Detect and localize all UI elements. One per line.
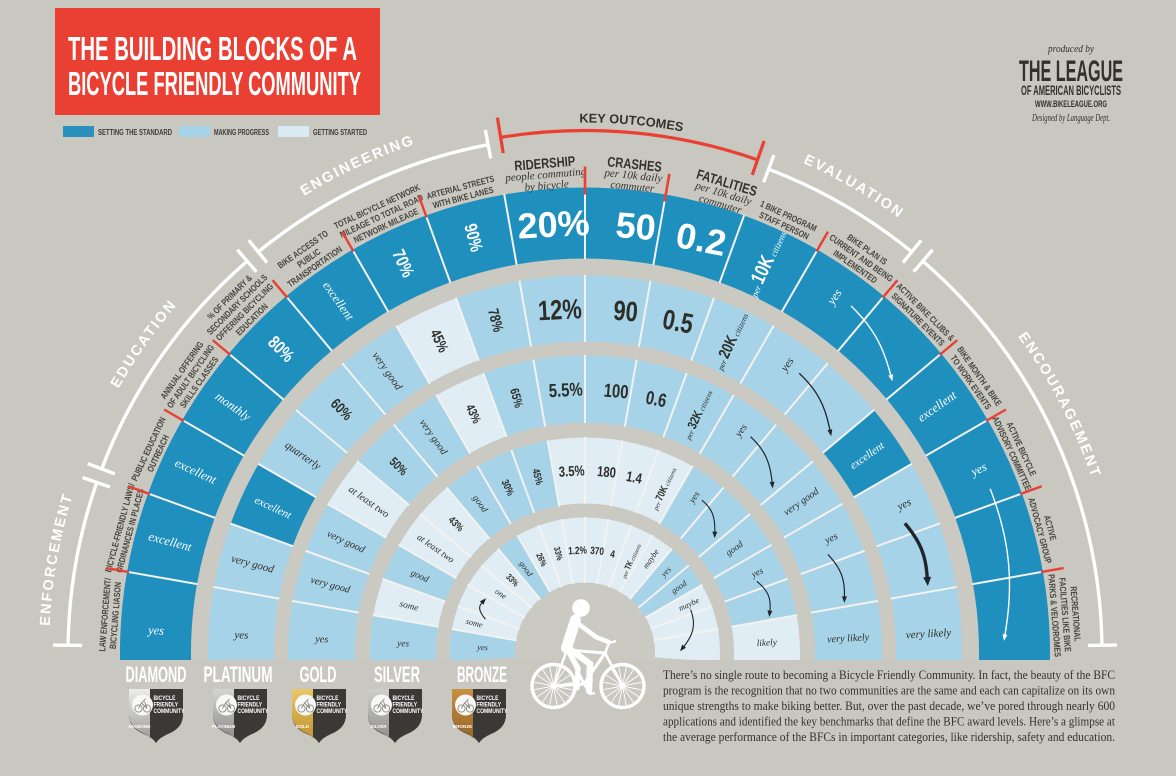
svg-text:yes: yes bbox=[396, 639, 410, 650]
svg-text:Designed by Language Dept.: Designed by Language Dept. bbox=[1031, 113, 1110, 124]
svg-text:65%: 65% bbox=[507, 387, 526, 409]
svg-text:PLATINUM: PLATINUM bbox=[204, 662, 273, 687]
svg-text:GOLD: GOLD bbox=[300, 662, 337, 687]
svg-text:100: 100 bbox=[603, 381, 629, 404]
svg-text:yes: yes bbox=[476, 643, 488, 653]
svg-text:0.2: 0.2 bbox=[673, 214, 730, 264]
svg-text:yes: yes bbox=[146, 623, 165, 638]
svg-text:BICYCLE: BICYCLE bbox=[393, 695, 416, 702]
svg-text:some: some bbox=[398, 599, 419, 614]
svg-text:BRONZE: BRONZE bbox=[457, 662, 507, 687]
svg-text:commuter: commuter bbox=[610, 179, 656, 195]
svg-text:FRIENDLY: FRIENDLY bbox=[317, 701, 342, 708]
svg-text:1.2%: 1.2% bbox=[568, 544, 588, 557]
svg-text:the average performance of the: the average performance of the BFCs in i… bbox=[663, 729, 1115, 744]
svg-text:0.5: 0.5 bbox=[660, 304, 696, 340]
svg-text:GETTING STARTED: GETTING STARTED bbox=[313, 127, 367, 137]
svg-text:COMMUNITY: COMMUNITY bbox=[154, 708, 185, 715]
svg-text:RIDERSHIP: RIDERSHIP bbox=[514, 153, 576, 174]
svg-text:BICYCLE: BICYCLE bbox=[317, 695, 340, 702]
svg-text:some: some bbox=[465, 617, 484, 630]
svg-text:BICYCLE FRIENDLY COMMUNITY: BICYCLE FRIENDLY COMMUNITY bbox=[68, 65, 361, 102]
svg-text:MAKING PROGRESS: MAKING PROGRESS bbox=[214, 127, 269, 137]
svg-text:per 10k daily: per 10k daily bbox=[603, 167, 663, 185]
svg-text:unique strengths to make bikin: unique strengths to make biking better. … bbox=[663, 698, 1115, 713]
svg-text:program is the recognition tha: program is the recognition that no two c… bbox=[663, 683, 1115, 698]
svg-text:very likely: very likely bbox=[827, 632, 870, 645]
svg-text:DIAMOND: DIAMOND bbox=[129, 724, 152, 729]
svg-text:SILVER: SILVER bbox=[370, 724, 387, 729]
svg-text:produced by: produced by bbox=[1047, 43, 1094, 55]
svg-text:FRIENDLY: FRIENDLY bbox=[477, 701, 502, 708]
svg-text:RECREATIONAL: RECREATIONAL bbox=[1068, 586, 1082, 642]
svg-text:5.5%: 5.5% bbox=[548, 380, 583, 403]
svg-text:OF AMERICAN BICYCLISTS: OF AMERICAN BICYCLISTS bbox=[1021, 83, 1121, 98]
svg-text:FRIENDLY: FRIENDLY bbox=[393, 701, 418, 708]
svg-text:yes: yes bbox=[895, 496, 914, 513]
svg-text:yes: yes bbox=[822, 531, 839, 547]
svg-text:very likely: very likely bbox=[905, 627, 951, 642]
svg-text:3.5%: 3.5% bbox=[558, 463, 585, 480]
svg-text:SETTING THE STANDARD: SETTING THE STANDARD bbox=[98, 127, 172, 137]
svg-text:THE LEAGUE: THE LEAGUE bbox=[1019, 55, 1123, 88]
svg-text:DIAMOND: DIAMOND bbox=[126, 662, 187, 687]
svg-text:yes: yes bbox=[314, 634, 329, 646]
svg-text:by bicycle: by bicycle bbox=[524, 178, 569, 194]
svg-text:BRONZE: BRONZE bbox=[453, 724, 472, 729]
svg-text:PLATINUM: PLATINUM bbox=[212, 724, 236, 729]
svg-text:12%: 12% bbox=[537, 293, 582, 326]
svg-text:applications and identified th: applications and identified the key benc… bbox=[663, 714, 1115, 729]
svg-text:COMMUNITY: COMMUNITY bbox=[238, 708, 269, 715]
svg-text:4: 4 bbox=[609, 548, 616, 561]
svg-text:1.4: 1.4 bbox=[625, 469, 643, 488]
svg-text:BICYCLE: BICYCLE bbox=[238, 695, 261, 702]
svg-text:BICYCLE: BICYCLE bbox=[154, 695, 177, 702]
svg-text:45%: 45% bbox=[529, 467, 545, 486]
svg-text:BICYCLE: BICYCLE bbox=[477, 695, 500, 702]
svg-text:FRIENDLY: FRIENDLY bbox=[238, 701, 263, 708]
svg-text:There’s no single route to bec: There’s no single route to becoming a Bi… bbox=[663, 667, 1115, 682]
svg-text:COMMUNITY: COMMUNITY bbox=[393, 708, 424, 715]
svg-text:CRASHES: CRASHES bbox=[607, 153, 663, 174]
svg-text:likely: likely bbox=[756, 638, 778, 649]
svg-text:GOLD: GOLD bbox=[296, 724, 310, 729]
svg-text:COMMUNITY: COMMUNITY bbox=[477, 708, 508, 715]
svg-text:yes: yes bbox=[233, 629, 249, 642]
svg-text:THE BUILDING BLOCKS OF A: THE BUILDING BLOCKS OF A bbox=[68, 30, 357, 67]
svg-text:0.6: 0.6 bbox=[644, 388, 668, 413]
svg-text:20%: 20% bbox=[517, 202, 591, 247]
svg-text:yes: yes bbox=[967, 459, 989, 479]
svg-text:COMMUNITY: COMMUNITY bbox=[317, 708, 348, 715]
svg-text:180: 180 bbox=[596, 464, 616, 482]
svg-text:370: 370 bbox=[590, 545, 605, 558]
svg-text:WWW.BIKELEAGUE.ORG: WWW.BIKELEAGUE.ORG bbox=[1035, 99, 1107, 109]
svg-text:90: 90 bbox=[612, 295, 639, 328]
svg-text:FRIENDLY: FRIENDLY bbox=[154, 701, 179, 708]
svg-text:78%: 78% bbox=[484, 307, 506, 334]
svg-text:33%: 33% bbox=[552, 546, 565, 562]
svg-text:50: 50 bbox=[614, 204, 657, 248]
svg-text:SILVER: SILVER bbox=[374, 662, 420, 687]
